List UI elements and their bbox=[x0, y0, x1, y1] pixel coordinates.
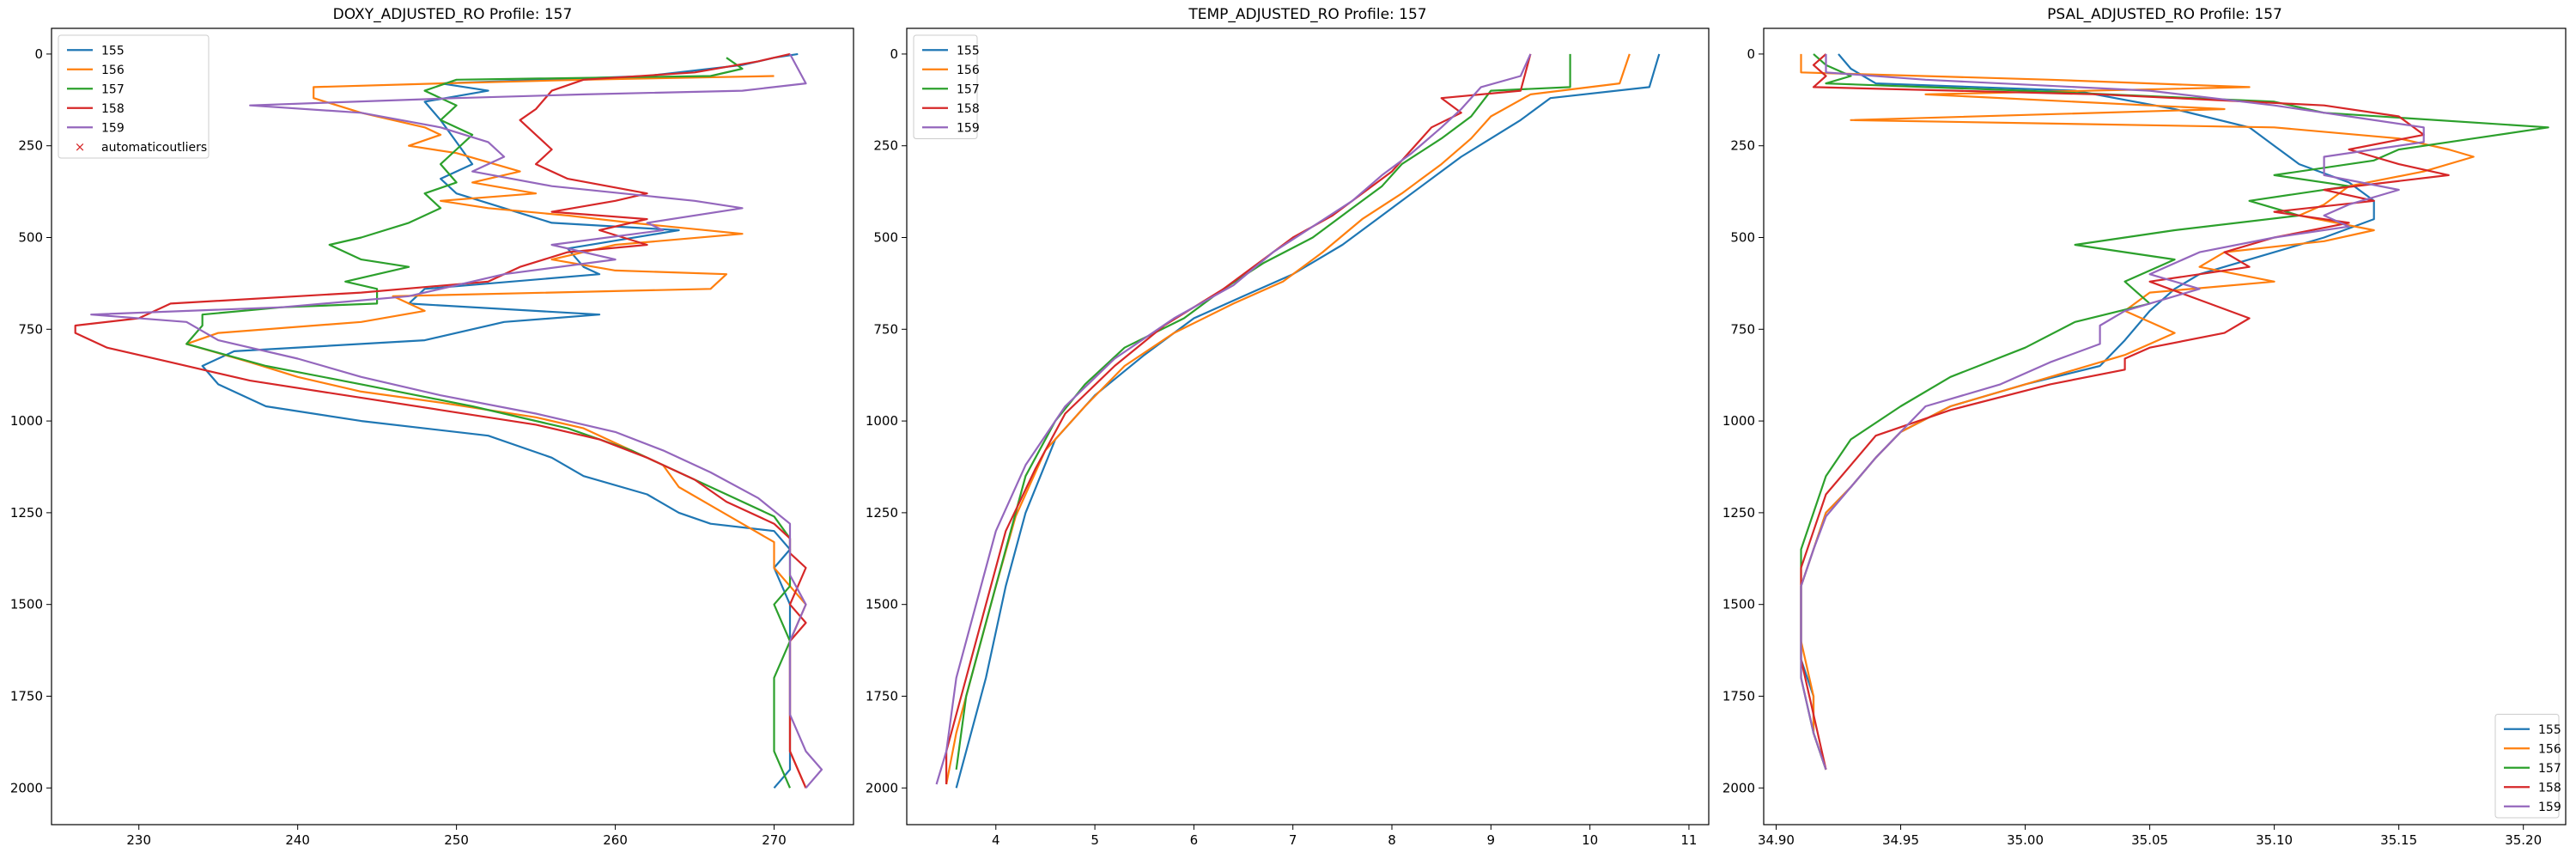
legend-label: 155 bbox=[101, 44, 125, 58]
x-tick-label: 250 bbox=[444, 832, 469, 848]
x-tick-label: 8 bbox=[1388, 832, 1396, 848]
legend-label: 159 bbox=[957, 121, 980, 135]
x-tick-label: 35.10 bbox=[2256, 832, 2293, 848]
x-tick-label: 11 bbox=[1680, 832, 1697, 848]
y-tick-label: 500 bbox=[1730, 229, 1755, 245]
legend-label: 157 bbox=[2538, 762, 2561, 776]
legend-label: 159 bbox=[2538, 801, 2561, 814]
x-tick-label: 6 bbox=[1190, 832, 1199, 848]
y-tick-label: 750 bbox=[873, 321, 898, 337]
y-tick-label: 1000 bbox=[866, 413, 898, 429]
y-tick-label: 500 bbox=[873, 229, 898, 245]
y-tick-label: 1000 bbox=[10, 413, 43, 429]
legend-label: 158 bbox=[101, 102, 125, 116]
x-tick-label: 230 bbox=[126, 832, 151, 848]
legend-label: 159 bbox=[101, 121, 125, 135]
y-tick-label: 1750 bbox=[866, 688, 898, 704]
legend: 155 156 157 158 159 × automaticoutliers bbox=[58, 35, 209, 158]
y-tick-label: 1750 bbox=[10, 688, 43, 704]
legend-label: automaticoutliers bbox=[101, 141, 207, 155]
x-tick-label: 260 bbox=[603, 832, 628, 848]
legend: 155 156 157 158 159 bbox=[2495, 715, 2561, 819]
legend-marker-outlier: × bbox=[75, 139, 86, 155]
legend-label: 156 bbox=[2538, 742, 2561, 756]
x-tick-label: 4 bbox=[992, 832, 1000, 848]
x-tick-label: 35.00 bbox=[2007, 832, 2044, 848]
y-tick-label: 750 bbox=[1730, 321, 1755, 337]
chart-title: TEMP_ADJUSTED_RO Profile: 157 bbox=[1188, 6, 1426, 23]
x-tick-label: 34.95 bbox=[1882, 832, 1919, 848]
y-tick-label: 1250 bbox=[10, 505, 43, 521]
y-tick-label: 1250 bbox=[866, 505, 898, 521]
y-tick-label: 1500 bbox=[10, 597, 43, 612]
y-tick-label: 2000 bbox=[866, 780, 898, 795]
y-tick-label: 1250 bbox=[1722, 505, 1755, 521]
x-tick-label: 35.15 bbox=[2380, 832, 2417, 848]
legend: 155 156 157 158 159 bbox=[914, 35, 980, 139]
y-tick-label: 2000 bbox=[10, 780, 43, 795]
y-tick-label: 250 bbox=[1730, 138, 1755, 154]
x-tick-label: 35.20 bbox=[2505, 832, 2542, 848]
x-tick-label: 270 bbox=[762, 832, 787, 848]
y-tick-label: 1000 bbox=[1722, 413, 1755, 429]
legend-label: 157 bbox=[957, 82, 980, 96]
legend-label: 157 bbox=[101, 82, 125, 96]
y-tick-label: 500 bbox=[18, 229, 43, 245]
x-tick-label: 5 bbox=[1091, 832, 1099, 848]
chart-title: PSAL_ADJUSTED_RO Profile: 157 bbox=[2047, 6, 2282, 23]
y-tick-label: 750 bbox=[18, 321, 43, 337]
legend-label: 156 bbox=[957, 64, 980, 77]
legend-label: 156 bbox=[101, 64, 125, 77]
y-tick-label: 250 bbox=[18, 138, 43, 154]
y-tick-label: 1500 bbox=[1722, 597, 1755, 612]
x-tick-label: 240 bbox=[285, 832, 310, 848]
legend-label: 158 bbox=[957, 102, 980, 116]
x-tick-label: 35.05 bbox=[2131, 832, 2168, 848]
x-tick-label: 7 bbox=[1289, 832, 1297, 848]
y-tick-label: 0 bbox=[1747, 46, 1755, 62]
y-tick-label: 1750 bbox=[1722, 688, 1755, 704]
y-tick-label: 0 bbox=[34, 46, 43, 62]
y-tick-label: 0 bbox=[890, 46, 898, 62]
legend-label: 155 bbox=[2538, 723, 2561, 737]
x-tick-label: 34.90 bbox=[1758, 832, 1795, 848]
legend-label: 155 bbox=[957, 44, 980, 58]
x-tick-label: 9 bbox=[1487, 832, 1496, 848]
y-tick-label: 2000 bbox=[1722, 780, 1755, 795]
y-tick-label: 250 bbox=[873, 138, 898, 154]
y-tick-label: 1500 bbox=[866, 597, 898, 612]
chart-title: DOXY_ADJUSTED_RO Profile: 157 bbox=[333, 6, 573, 23]
x-tick-label: 10 bbox=[1582, 832, 1598, 848]
legend-label: 158 bbox=[2538, 781, 2561, 795]
